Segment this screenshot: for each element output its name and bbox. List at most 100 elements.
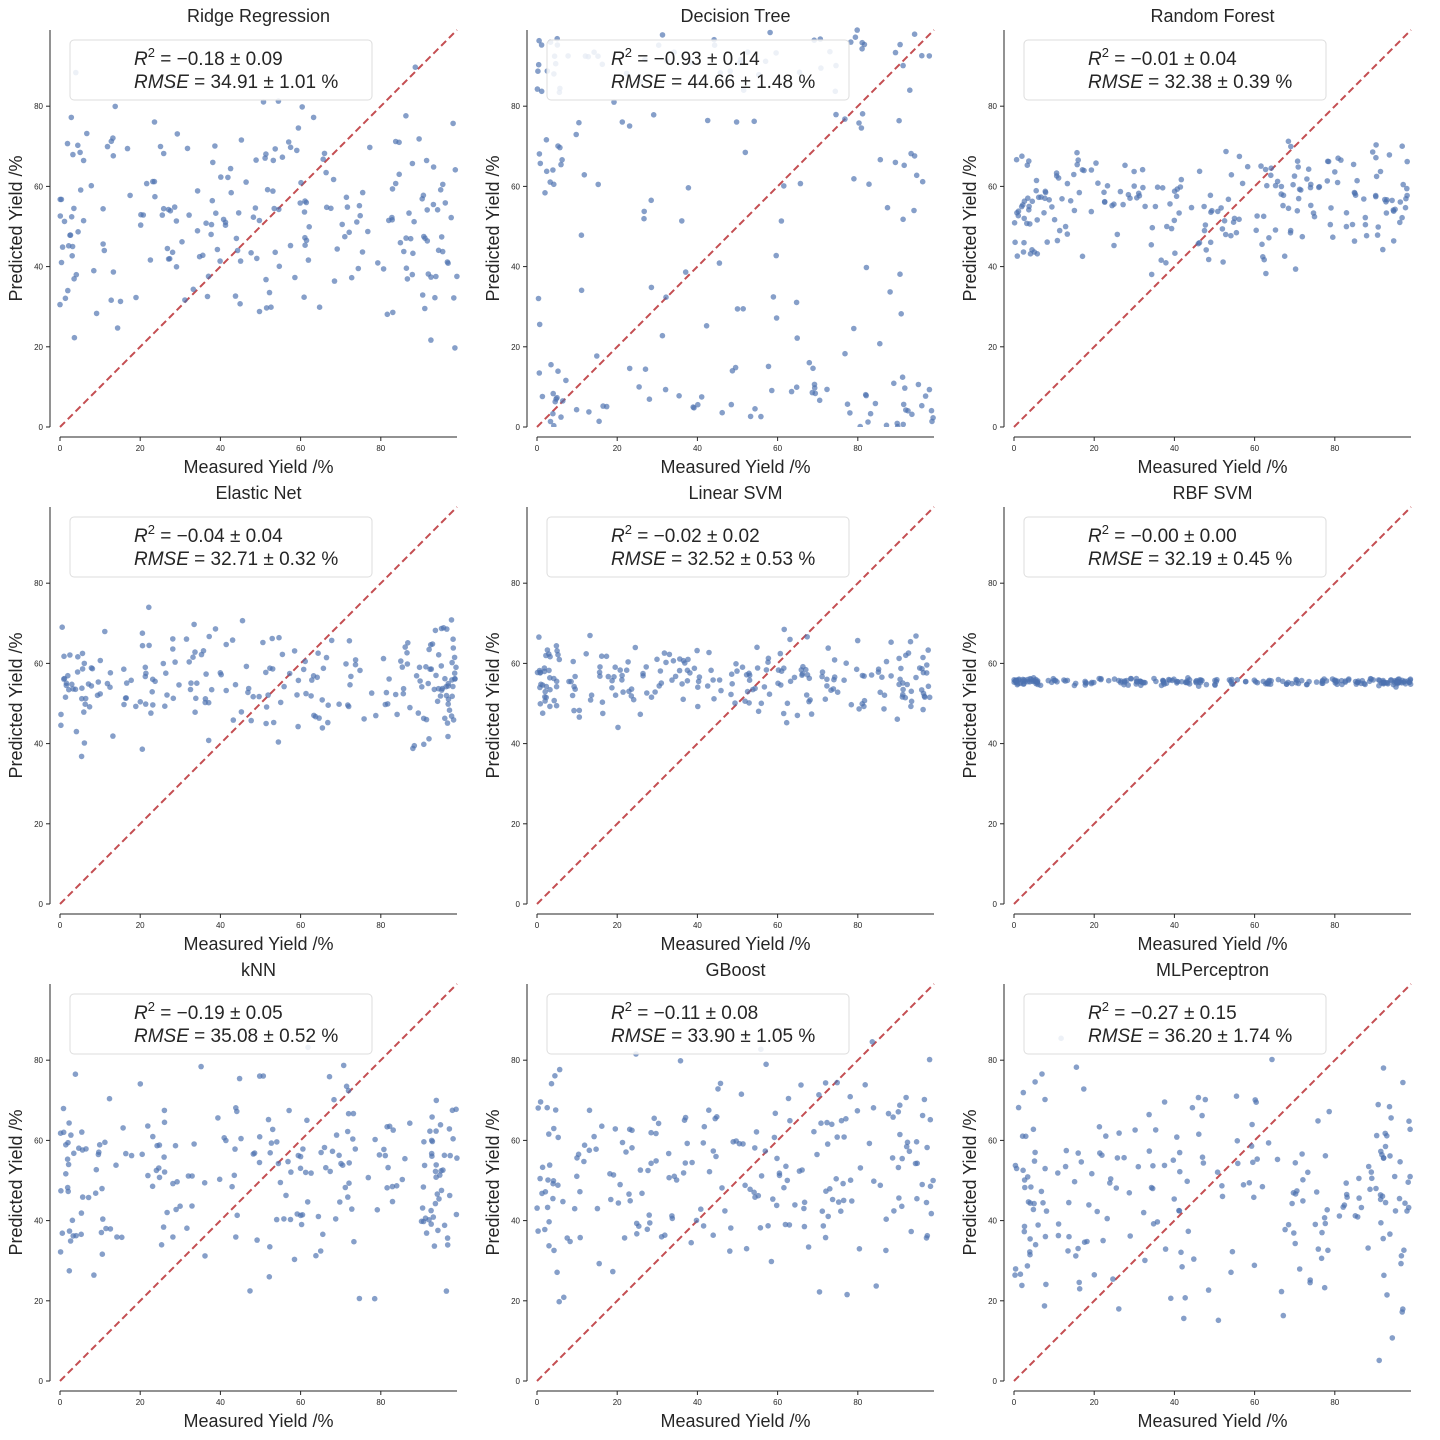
data-point — [1032, 1241, 1039, 1248]
data-point — [691, 665, 698, 672]
data-point — [1021, 1228, 1028, 1235]
data-point — [679, 681, 685, 687]
data-point — [142, 673, 149, 680]
data-point — [174, 1179, 180, 1185]
data-point — [1173, 193, 1180, 200]
data-point — [72, 686, 79, 693]
data-point — [869, 1039, 876, 1045]
r2-value: R2 = −0.00 ± 0.00 — [1088, 522, 1237, 547]
data-point — [1122, 162, 1128, 169]
data-point — [1020, 681, 1027, 687]
data-point — [1321, 1215, 1328, 1221]
data-point — [330, 176, 337, 183]
data-point — [97, 657, 104, 664]
data-point — [346, 229, 353, 236]
data-point — [574, 1173, 580, 1180]
data-point — [798, 1082, 804, 1088]
data-point — [840, 1197, 847, 1204]
data-point — [150, 702, 156, 708]
x-tick-label: 40 — [216, 921, 225, 930]
data-point — [1343, 223, 1350, 230]
data-point — [64, 1156, 71, 1162]
data-point — [1398, 1260, 1404, 1267]
y-axis-label: Predicted Yield /% — [483, 1109, 503, 1255]
data-point — [877, 1182, 884, 1189]
data-point — [333, 1132, 340, 1138]
data-point — [124, 145, 131, 152]
data-point — [825, 1213, 831, 1220]
data-point — [924, 662, 930, 668]
data-point — [743, 672, 750, 678]
data-point — [929, 418, 935, 425]
data-point — [1026, 158, 1032, 164]
data-point — [321, 1144, 328, 1151]
data-point — [1282, 1226, 1288, 1233]
data-point — [652, 689, 658, 695]
data-point — [446, 707, 453, 713]
x-tick-label: 20 — [136, 1398, 145, 1407]
data-point — [543, 137, 550, 143]
data-point — [208, 221, 215, 228]
data-point — [920, 669, 927, 676]
data-point — [536, 321, 543, 328]
data-point — [1012, 239, 1018, 246]
data-point — [75, 142, 81, 149]
data-point — [685, 185, 692, 191]
data-point — [648, 694, 655, 700]
data-point — [1099, 1152, 1105, 1158]
data-point — [634, 1231, 640, 1237]
data-point — [1229, 681, 1235, 687]
data-point — [856, 1246, 863, 1252]
data-point — [824, 1141, 831, 1147]
data-point — [1354, 177, 1360, 184]
data-point — [591, 1133, 597, 1140]
data-point — [1294, 208, 1301, 214]
data-point — [898, 311, 904, 317]
data-point — [263, 669, 269, 676]
data-point — [611, 99, 617, 105]
data-point — [343, 661, 349, 667]
panel-title: kNN — [241, 960, 276, 980]
data-point — [77, 187, 84, 193]
data-point — [1279, 678, 1286, 685]
data-point — [218, 174, 224, 180]
data-point — [871, 1178, 877, 1184]
data-point — [701, 1123, 708, 1130]
data-point — [165, 206, 172, 213]
data-point — [553, 683, 560, 690]
y-tick-label: 40 — [988, 1217, 997, 1226]
data-point — [593, 1146, 599, 1152]
data-point — [551, 181, 557, 188]
data-point — [1184, 1178, 1190, 1185]
data-point — [621, 1235, 628, 1241]
data-point — [426, 646, 432, 653]
data-point — [304, 1117, 310, 1124]
scatter-points — [57, 64, 460, 351]
data-point — [547, 675, 553, 681]
data-point — [450, 636, 456, 642]
data-point — [1019, 153, 1025, 159]
data-point — [571, 707, 577, 714]
data-point — [552, 1107, 559, 1113]
panel-title: RBF SVM — [1172, 483, 1252, 503]
data-point — [1046, 197, 1052, 203]
data-point — [65, 243, 72, 249]
data-point — [114, 1234, 120, 1240]
y-axis-label: Predicted Yield /% — [960, 1109, 980, 1255]
data-point — [1272, 182, 1279, 189]
data-point — [119, 1234, 125, 1241]
data-point — [1150, 1221, 1157, 1227]
data-point — [63, 1171, 69, 1177]
data-point — [397, 239, 404, 246]
data-point — [373, 712, 379, 719]
data-point — [281, 1216, 287, 1222]
data-point — [170, 695, 177, 702]
data-point — [101, 247, 108, 254]
data-point — [295, 723, 301, 730]
data-point — [617, 1181, 623, 1188]
data-point — [891, 380, 897, 387]
data-point — [177, 1203, 183, 1209]
data-point — [1397, 219, 1403, 226]
data-point — [66, 1268, 73, 1274]
data-point — [1260, 213, 1267, 220]
